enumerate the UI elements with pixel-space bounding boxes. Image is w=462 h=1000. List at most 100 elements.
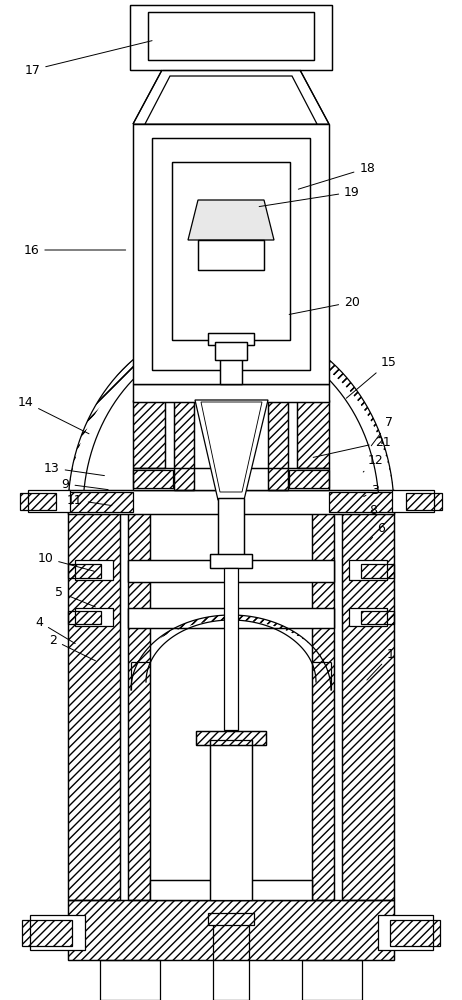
Text: 12: 12 (363, 454, 383, 472)
Bar (133, 124, 329, 384)
Text: 10: 10 (37, 552, 94, 571)
Text: 20: 20 (289, 296, 360, 314)
Bar (302, 960, 362, 1000)
Bar (68, 490, 394, 514)
Bar (68, 510, 120, 900)
Bar (20, 493, 56, 510)
Polygon shape (145, 76, 317, 124)
Polygon shape (188, 200, 274, 240)
Bar (150, 880, 312, 900)
Bar (198, 240, 264, 270)
Bar (150, 880, 312, 900)
Polygon shape (201, 402, 262, 492)
Bar (30, 915, 85, 950)
Bar (349, 608, 387, 626)
Bar (133, 400, 165, 468)
Bar (218, 498, 244, 560)
Bar (68, 611, 101, 624)
Bar (28, 490, 70, 512)
Text: 18: 18 (298, 161, 375, 189)
Bar (68, 564, 101, 578)
Bar (148, 12, 314, 60)
Bar (218, 498, 244, 560)
Bar (361, 611, 394, 624)
Text: 13: 13 (44, 462, 104, 476)
Bar (172, 162, 290, 340)
Bar (215, 342, 247, 360)
Text: 8: 8 (364, 504, 377, 520)
Bar (208, 913, 254, 925)
Text: 14: 14 (18, 395, 89, 434)
Bar (130, 5, 332, 70)
Bar (148, 12, 314, 60)
Bar (68, 510, 120, 900)
Bar (133, 384, 329, 402)
Bar (208, 333, 254, 345)
Bar (133, 468, 329, 490)
Bar (133, 470, 173, 488)
Bar (378, 915, 433, 950)
Bar (196, 731, 266, 745)
Text: 17: 17 (24, 41, 152, 77)
Bar (329, 492, 394, 512)
Bar (128, 560, 334, 582)
Bar (268, 400, 288, 490)
Bar (130, 5, 332, 70)
Bar (75, 608, 113, 626)
Bar (128, 608, 334, 628)
Bar (220, 339, 242, 384)
Bar (133, 468, 329, 490)
Bar (128, 510, 150, 900)
Bar (220, 339, 242, 384)
Bar (22, 920, 72, 946)
Text: 11: 11 (67, 493, 112, 506)
Bar (172, 162, 290, 340)
Bar (390, 920, 440, 946)
Bar (174, 400, 194, 490)
Text: 7: 7 (371, 416, 393, 446)
Bar (128, 608, 334, 628)
Bar (297, 400, 329, 468)
Bar (361, 564, 394, 578)
Bar (68, 900, 394, 960)
Bar (406, 493, 442, 510)
Text: 21: 21 (313, 436, 390, 457)
Bar (68, 490, 394, 514)
Bar (215, 342, 247, 360)
Text: 15: 15 (346, 356, 397, 398)
Bar (208, 333, 254, 345)
Bar (210, 554, 252, 568)
Text: 9: 9 (61, 478, 108, 490)
Bar (133, 124, 329, 384)
Text: 3: 3 (364, 484, 379, 497)
Bar (174, 400, 194, 490)
Polygon shape (133, 70, 329, 124)
Text: 4: 4 (35, 615, 75, 644)
Text: 1: 1 (367, 648, 395, 680)
Bar (210, 554, 252, 568)
Bar (128, 560, 334, 582)
Text: 16: 16 (24, 243, 126, 256)
Text: 2: 2 (49, 634, 96, 661)
Bar (152, 138, 310, 370)
Text: 5: 5 (55, 585, 95, 607)
Bar (312, 510, 334, 900)
Bar (342, 510, 394, 900)
Bar (128, 510, 150, 900)
Bar (75, 560, 113, 580)
Polygon shape (195, 400, 268, 500)
Bar (100, 960, 160, 1000)
Bar (349, 560, 387, 580)
Bar (68, 900, 394, 960)
Bar (312, 510, 334, 900)
Text: 19: 19 (259, 186, 360, 207)
Text: 6: 6 (370, 522, 385, 540)
Polygon shape (83, 336, 379, 510)
Bar (224, 568, 238, 730)
Bar (289, 470, 329, 488)
Bar (133, 384, 329, 402)
Bar (392, 490, 434, 512)
Bar (152, 138, 310, 370)
Bar (133, 400, 165, 468)
Bar (68, 492, 133, 512)
